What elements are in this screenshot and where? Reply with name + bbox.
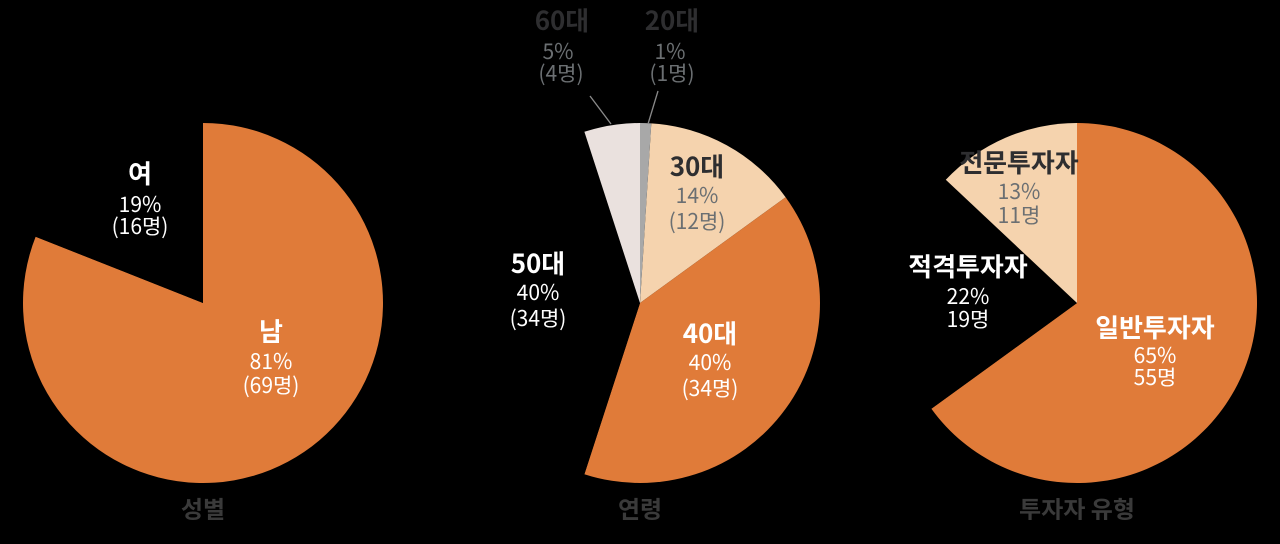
svg-text:55명: 55명: [1134, 362, 1177, 392]
svg-text:60대: 60대: [535, 1, 590, 38]
svg-text:(1명): (1명): [649, 58, 694, 88]
svg-text:남: 남: [259, 312, 283, 349]
svg-text:전문투자자: 전문투자자: [959, 143, 1079, 180]
svg-text:(34명): (34명): [510, 303, 567, 333]
svg-text:50대: 50대: [511, 244, 566, 281]
svg-text:(16명): (16명): [112, 211, 169, 241]
svg-text:(69명): (69명): [243, 370, 300, 400]
svg-text:투자자 유형: 투자자 유형: [1019, 490, 1135, 525]
svg-text:여: 여: [128, 154, 152, 191]
svg-text:(34명): (34명): [682, 373, 739, 403]
svg-text:40대: 40대: [683, 314, 738, 351]
svg-text:(12명): (12명): [669, 206, 726, 236]
svg-text:적격투자자: 적격투자자: [908, 247, 1028, 284]
svg-text:20대: 20대: [645, 1, 700, 38]
svg-text:연령: 연령: [618, 490, 662, 525]
svg-text:성별: 성별: [181, 490, 225, 525]
svg-text:30대: 30대: [670, 147, 725, 184]
svg-text:11명: 11명: [998, 200, 1041, 230]
svg-text:(4명): (4명): [538, 58, 583, 88]
svg-text:19명: 19명: [947, 304, 990, 334]
